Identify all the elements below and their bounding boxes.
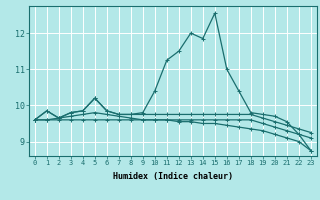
X-axis label: Humidex (Indice chaleur): Humidex (Indice chaleur)	[113, 172, 233, 181]
